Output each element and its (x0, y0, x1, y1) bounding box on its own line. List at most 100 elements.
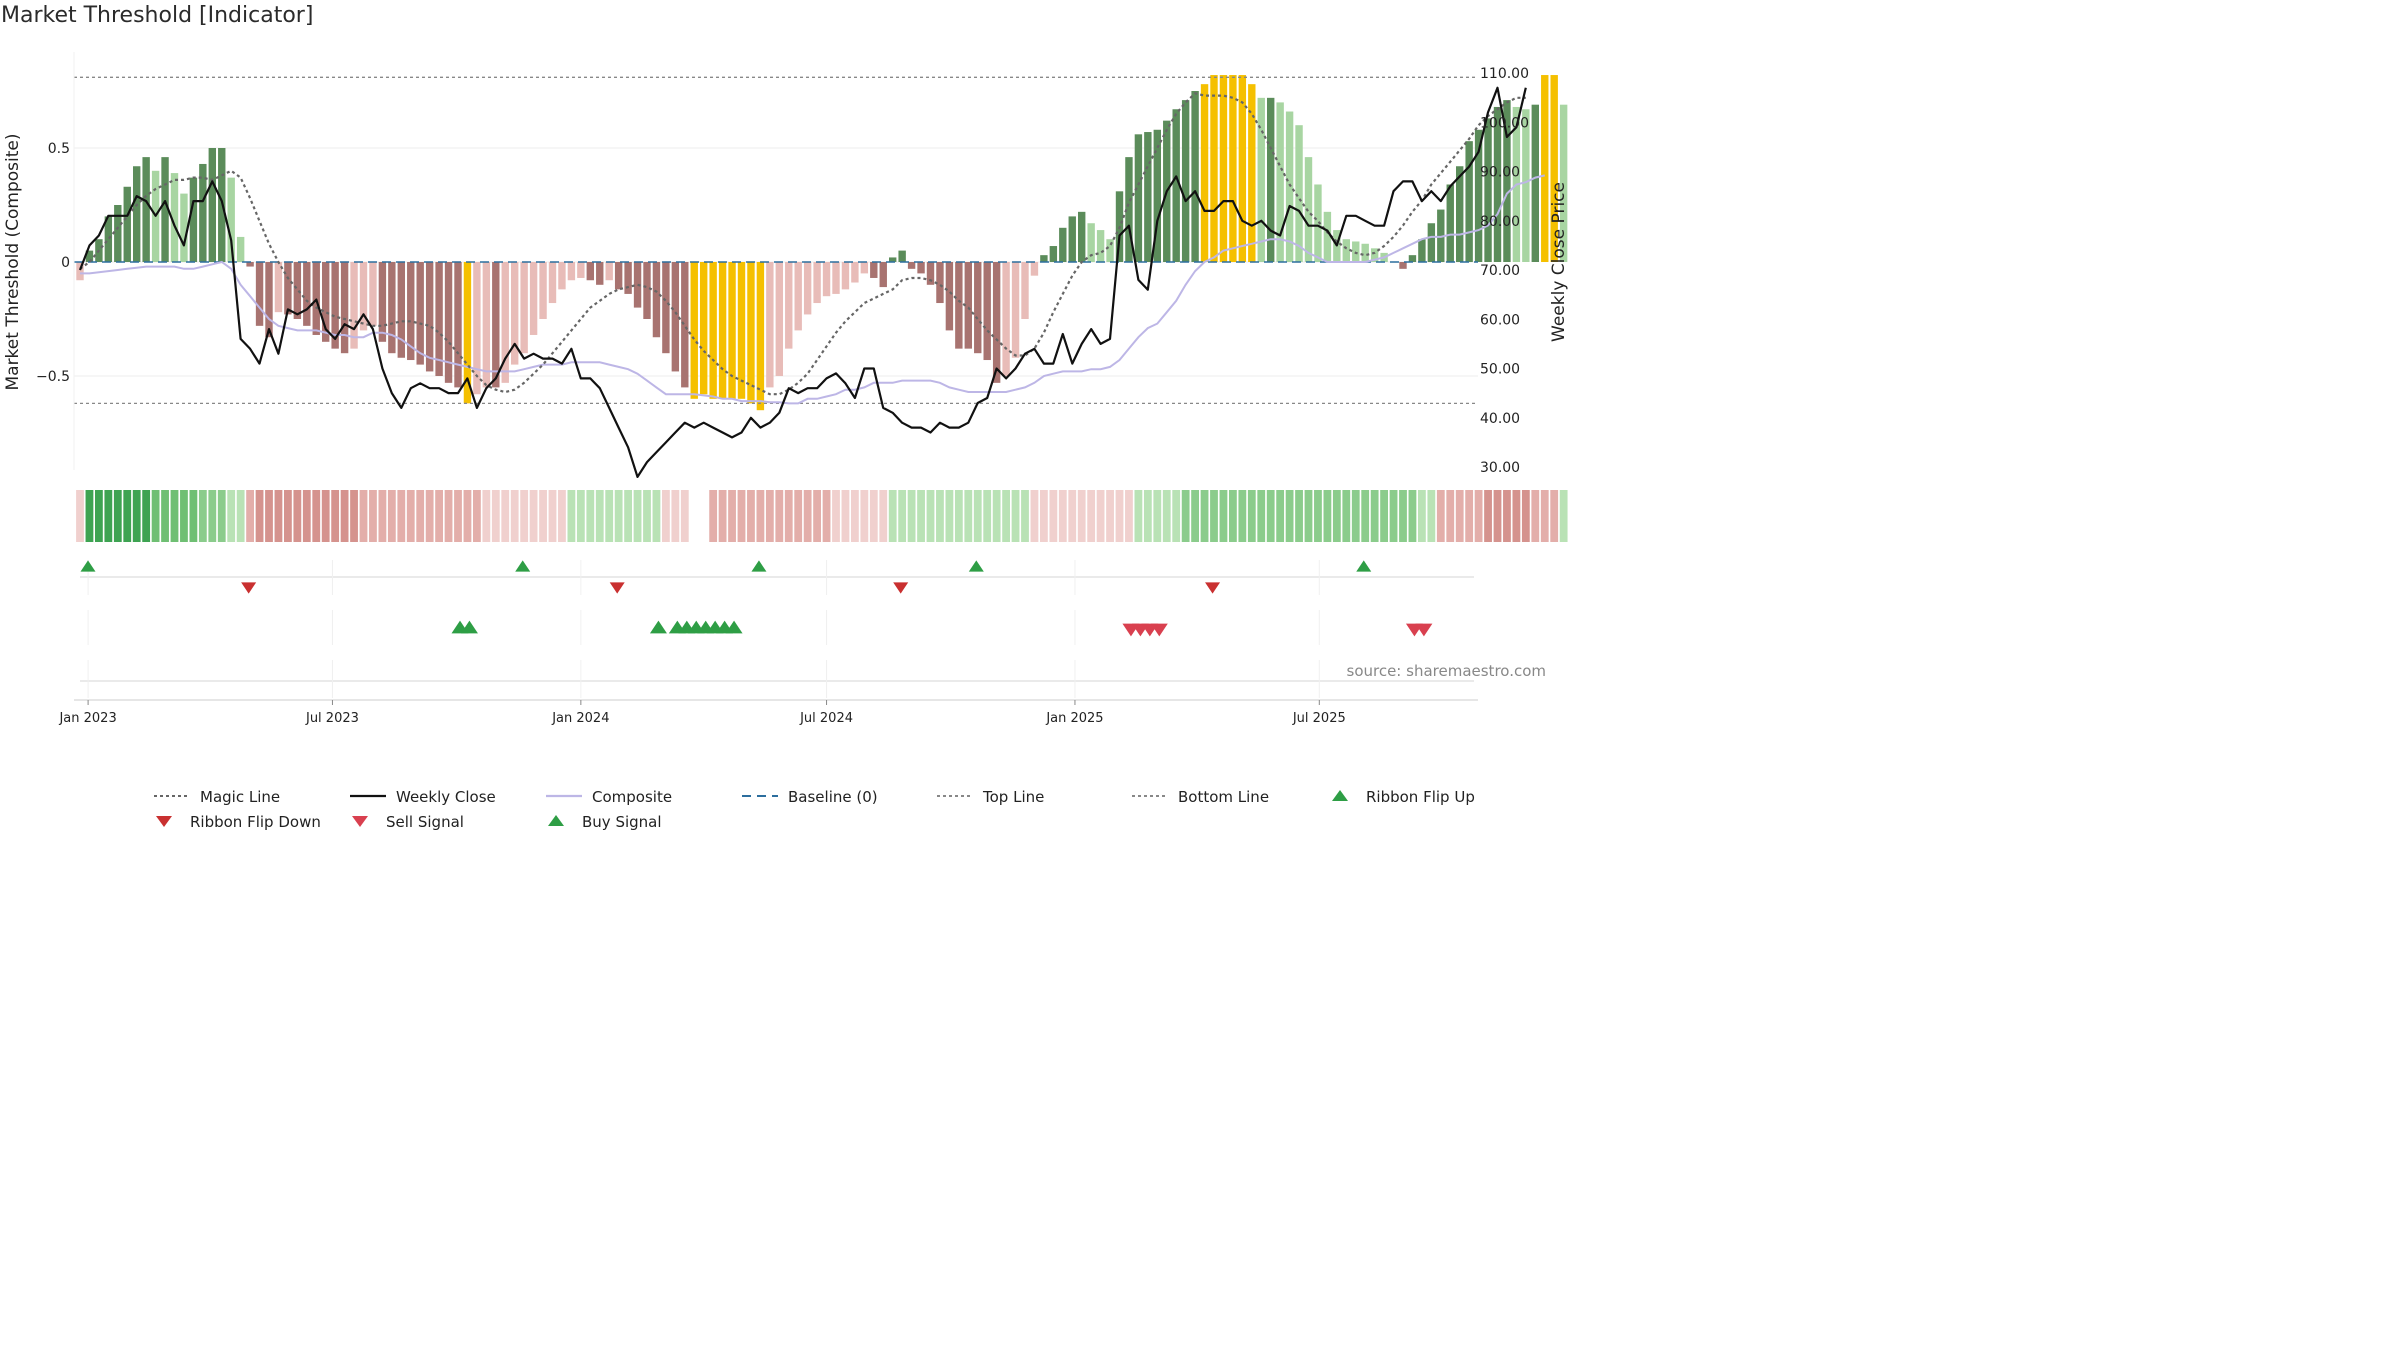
ribbon-cell (1058, 490, 1067, 542)
histogram-bar (133, 166, 141, 262)
histogram-bar (114, 205, 122, 262)
ribbon-cell (293, 490, 302, 542)
histogram-bar (841, 262, 850, 290)
legend-label: Sell Signal (386, 813, 464, 831)
histogram-bar (1229, 75, 1237, 262)
legend-label: Ribbon Flip Down (190, 813, 321, 831)
ribbon-cell (1512, 490, 1521, 542)
ribbon-cell (491, 490, 500, 542)
histogram-bar (1559, 104, 1568, 263)
legend: Magic Line Weekly Close Composite Baseline … (154, 788, 1475, 831)
ribbon-cell (1503, 490, 1511, 542)
ribbon-cell (1266, 490, 1275, 542)
legend-item: Sell Signal (352, 813, 464, 831)
histogram-bar (624, 262, 632, 294)
ribbon-cell (945, 490, 954, 542)
chart-canvas: 0.5 0 −0.5 110.00 100.00 90.00 80.00 70.00 60.00… (3, 52, 1568, 831)
ribbon-cell (255, 490, 264, 542)
histogram-bar (161, 157, 169, 262)
histogram-bar (246, 262, 254, 267)
ribbon-cell (1484, 490, 1492, 542)
histogram-bar (1295, 125, 1303, 262)
histogram-bar (1522, 109, 1530, 263)
histogram-bar (1125, 157, 1133, 262)
ribbon-cell (302, 490, 311, 542)
ribbon-cell (321, 490, 330, 542)
histogram-bar (1238, 75, 1247, 262)
histogram-bars (76, 75, 1568, 411)
legend-label: Top Line (982, 788, 1044, 806)
ribbon-cell (208, 490, 217, 542)
ribbon-cell (699, 490, 708, 542)
histogram-bar (170, 173, 179, 262)
histogram-bar (274, 262, 283, 313)
histogram-bar (454, 262, 462, 388)
histogram-bar (1267, 97, 1275, 262)
legend-item: Buy Signal (548, 813, 662, 831)
ribbon-cell (170, 490, 179, 542)
ribbon-cell (652, 490, 661, 542)
ribbon-cell (1314, 490, 1322, 542)
weekly-close-line (78, 86, 1527, 478)
ribbon-cell (151, 490, 160, 542)
histogram-bar (643, 262, 651, 319)
ribbon-cell (576, 490, 585, 542)
ribbon-cell (936, 490, 944, 542)
ribbon-cell (841, 490, 850, 542)
ribbon-cell (539, 490, 547, 542)
ribbon-cell (1323, 490, 1332, 542)
histogram-bar (832, 262, 840, 294)
histogram-bar (312, 262, 320, 335)
ribbon-cell (510, 490, 519, 542)
histogram-bar (1484, 118, 1492, 262)
histogram-bar (85, 250, 94, 262)
histogram-bar (1531, 104, 1539, 263)
histogram-bar (737, 262, 746, 399)
histogram-bar (1503, 100, 1511, 263)
ribbon-cell (907, 490, 916, 542)
legend-item: Top Line (937, 788, 1044, 806)
histogram-bar (1493, 106, 1502, 263)
histogram-bar (766, 262, 774, 388)
date-tick-label: Jul 2024 (799, 711, 853, 726)
ribbon-flip-up-marker (751, 560, 767, 572)
axes: 0.5 0 −0.5 110.00 100.00 90.00 80.00 70.00 60.00… (3, 52, 1568, 476)
histogram-bar (548, 262, 557, 304)
histogram-bar (369, 262, 377, 326)
ribbon-cell (1040, 490, 1048, 542)
ribbon-cell (331, 490, 340, 542)
ribbon-flip-up-marker (1356, 560, 1372, 572)
ribbon-cell (1229, 490, 1237, 542)
ribbon-cell (1210, 490, 1218, 542)
histogram-bar (1437, 209, 1445, 262)
histogram-bar (605, 262, 613, 281)
ribbon-cell (387, 490, 396, 542)
histogram-bar (1200, 84, 1209, 262)
histogram-bar (123, 186, 131, 262)
histogram-bar (756, 262, 765, 411)
date-tick-label: Jan 2025 (1045, 711, 1103, 726)
histogram-bar (1049, 246, 1058, 262)
ribbon-cell (633, 490, 642, 542)
ribbon-cell (1474, 490, 1483, 542)
histogram-bar (303, 262, 311, 326)
histogram-bar (463, 262, 472, 404)
legend-item: Baseline (0) (742, 788, 878, 806)
ribbon-cell (416, 490, 425, 542)
histogram-bar (104, 216, 113, 262)
ribbon-cell (350, 490, 358, 542)
ribbon-cell (1125, 490, 1133, 542)
ribbon-cell (180, 490, 188, 542)
histogram-bar (1474, 129, 1483, 262)
ribbon-cell (813, 490, 821, 542)
ribbon-cell (784, 490, 793, 542)
ribbon-cell (1380, 490, 1388, 542)
histogram-bar (1314, 184, 1322, 262)
histogram-bar (614, 262, 623, 290)
histogram-bar (671, 262, 680, 372)
histogram-bar (728, 262, 736, 399)
ribbon-cell (1153, 490, 1162, 542)
ribbon-cell (605, 490, 614, 542)
ribbon-cell (1446, 490, 1455, 542)
ribbon-cell (558, 490, 566, 542)
